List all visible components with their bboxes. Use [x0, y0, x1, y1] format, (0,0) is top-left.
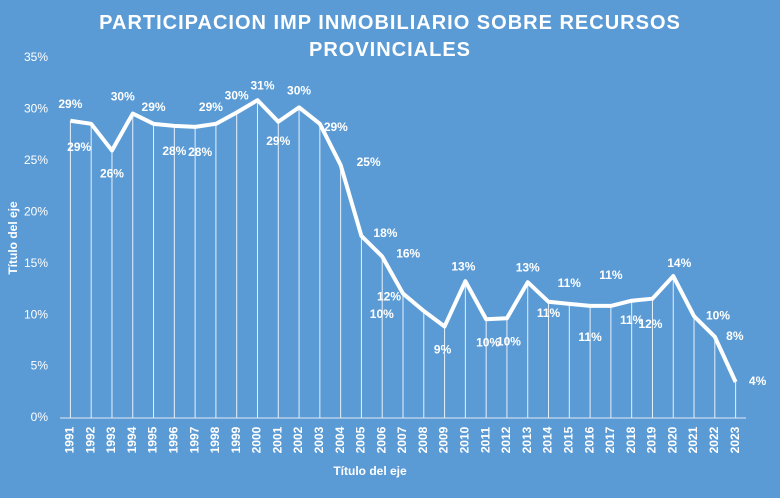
x-tick-label: 2020: [665, 426, 679, 453]
x-tick-label: 1991: [63, 426, 77, 453]
x-tick-label: 2013: [520, 426, 534, 453]
data-label: 13%: [516, 260, 540, 274]
x-tick-label: 2021: [686, 426, 700, 453]
data-label: 9%: [434, 343, 452, 357]
x-tick-label: 2001: [270, 426, 284, 453]
data-label: 11%: [537, 306, 561, 320]
x-tick-label: 2006: [374, 426, 388, 453]
x-tick-label: 1992: [83, 426, 97, 453]
x-tick-label: 2011: [478, 427, 492, 453]
y-tick-label: 30%: [24, 102, 48, 116]
x-tick-label: 2017: [603, 426, 617, 453]
x-tick-label: 2023: [728, 426, 742, 453]
x-tick-label: 2005: [354, 426, 368, 453]
data-label: 30%: [225, 89, 249, 103]
chart-title: PARTICIPACION IMP INMOBILIARIO SOBRE REC…: [99, 12, 681, 61]
x-axis-title: Título del eje: [333, 464, 407, 478]
data-label: 11%: [599, 268, 623, 282]
data-label: 11%: [558, 276, 582, 290]
data-label: 26%: [100, 167, 124, 181]
data-label: 18%: [373, 226, 397, 240]
data-label: 10%: [476, 335, 500, 349]
x-tick-label: 2002: [291, 426, 305, 453]
data-label: 10%: [370, 307, 394, 321]
x-tick-label: 1995: [146, 426, 160, 453]
data-label: 13%: [451, 259, 475, 273]
x-tick-label: 2015: [561, 426, 575, 453]
data-label: 28%: [162, 144, 186, 158]
data-label: 10%: [497, 334, 521, 348]
x-tick-label: 2003: [312, 426, 326, 453]
data-label: 12%: [377, 290, 401, 304]
x-tick-label: 2008: [416, 426, 430, 453]
y-tick-label: 0%: [31, 410, 49, 424]
data-label: 14%: [667, 256, 691, 270]
x-tick-label: 2012: [499, 426, 513, 453]
x-tick-label: 1998: [208, 426, 222, 453]
x-tick-label: 1993: [104, 426, 118, 453]
y-tick-label: 25%: [24, 153, 48, 167]
data-label: 29%: [58, 97, 82, 111]
data-label: 25%: [357, 155, 381, 169]
x-tick-label: 2019: [645, 426, 659, 453]
x-tick-label: 2000: [250, 426, 264, 453]
data-label: 29%: [142, 100, 166, 114]
x-tick-label: 2004: [333, 426, 347, 453]
data-label: 30%: [111, 90, 135, 104]
y-tick-label: 10%: [24, 307, 48, 321]
data-label: 11%: [578, 330, 602, 344]
data-label: 31%: [250, 78, 274, 92]
data-label: 4%: [749, 374, 767, 388]
x-tick-label: 2010: [458, 426, 472, 453]
x-tick-label: 2016: [582, 426, 596, 453]
data-label: 10%: [706, 308, 730, 322]
data-label: 29%: [266, 134, 290, 148]
x-tick-label: 2014: [541, 426, 555, 453]
x-tick-label: 2009: [437, 426, 451, 453]
x-tick-label: 1996: [167, 426, 181, 453]
data-label: 16%: [396, 247, 420, 261]
data-line: [70, 98, 738, 383]
data-label: 11%: [620, 313, 644, 327]
x-tick-label: 2018: [624, 426, 638, 453]
data-label: 29%: [199, 100, 223, 114]
x-tick-label: 2022: [707, 426, 721, 453]
x-tick-label: 1994: [125, 426, 139, 453]
data-label: 28%: [188, 145, 212, 159]
y-tick-label: 20%: [24, 204, 48, 218]
y-tick-label: 15%: [24, 256, 48, 270]
data-label: 29%: [67, 140, 91, 154]
x-tick-label: 1999: [229, 426, 243, 453]
x-tick-label: 1997: [187, 426, 201, 453]
y-axis-title: Título del eje: [6, 201, 20, 275]
data-label: 12%: [638, 317, 662, 331]
data-label: 30%: [287, 84, 311, 98]
x-tick-label: 2007: [395, 426, 409, 453]
y-tick-label: 35%: [24, 50, 48, 64]
data-label: 8%: [726, 329, 744, 343]
data-label: 29%: [324, 120, 348, 134]
y-tick-label: 5%: [31, 359, 49, 373]
